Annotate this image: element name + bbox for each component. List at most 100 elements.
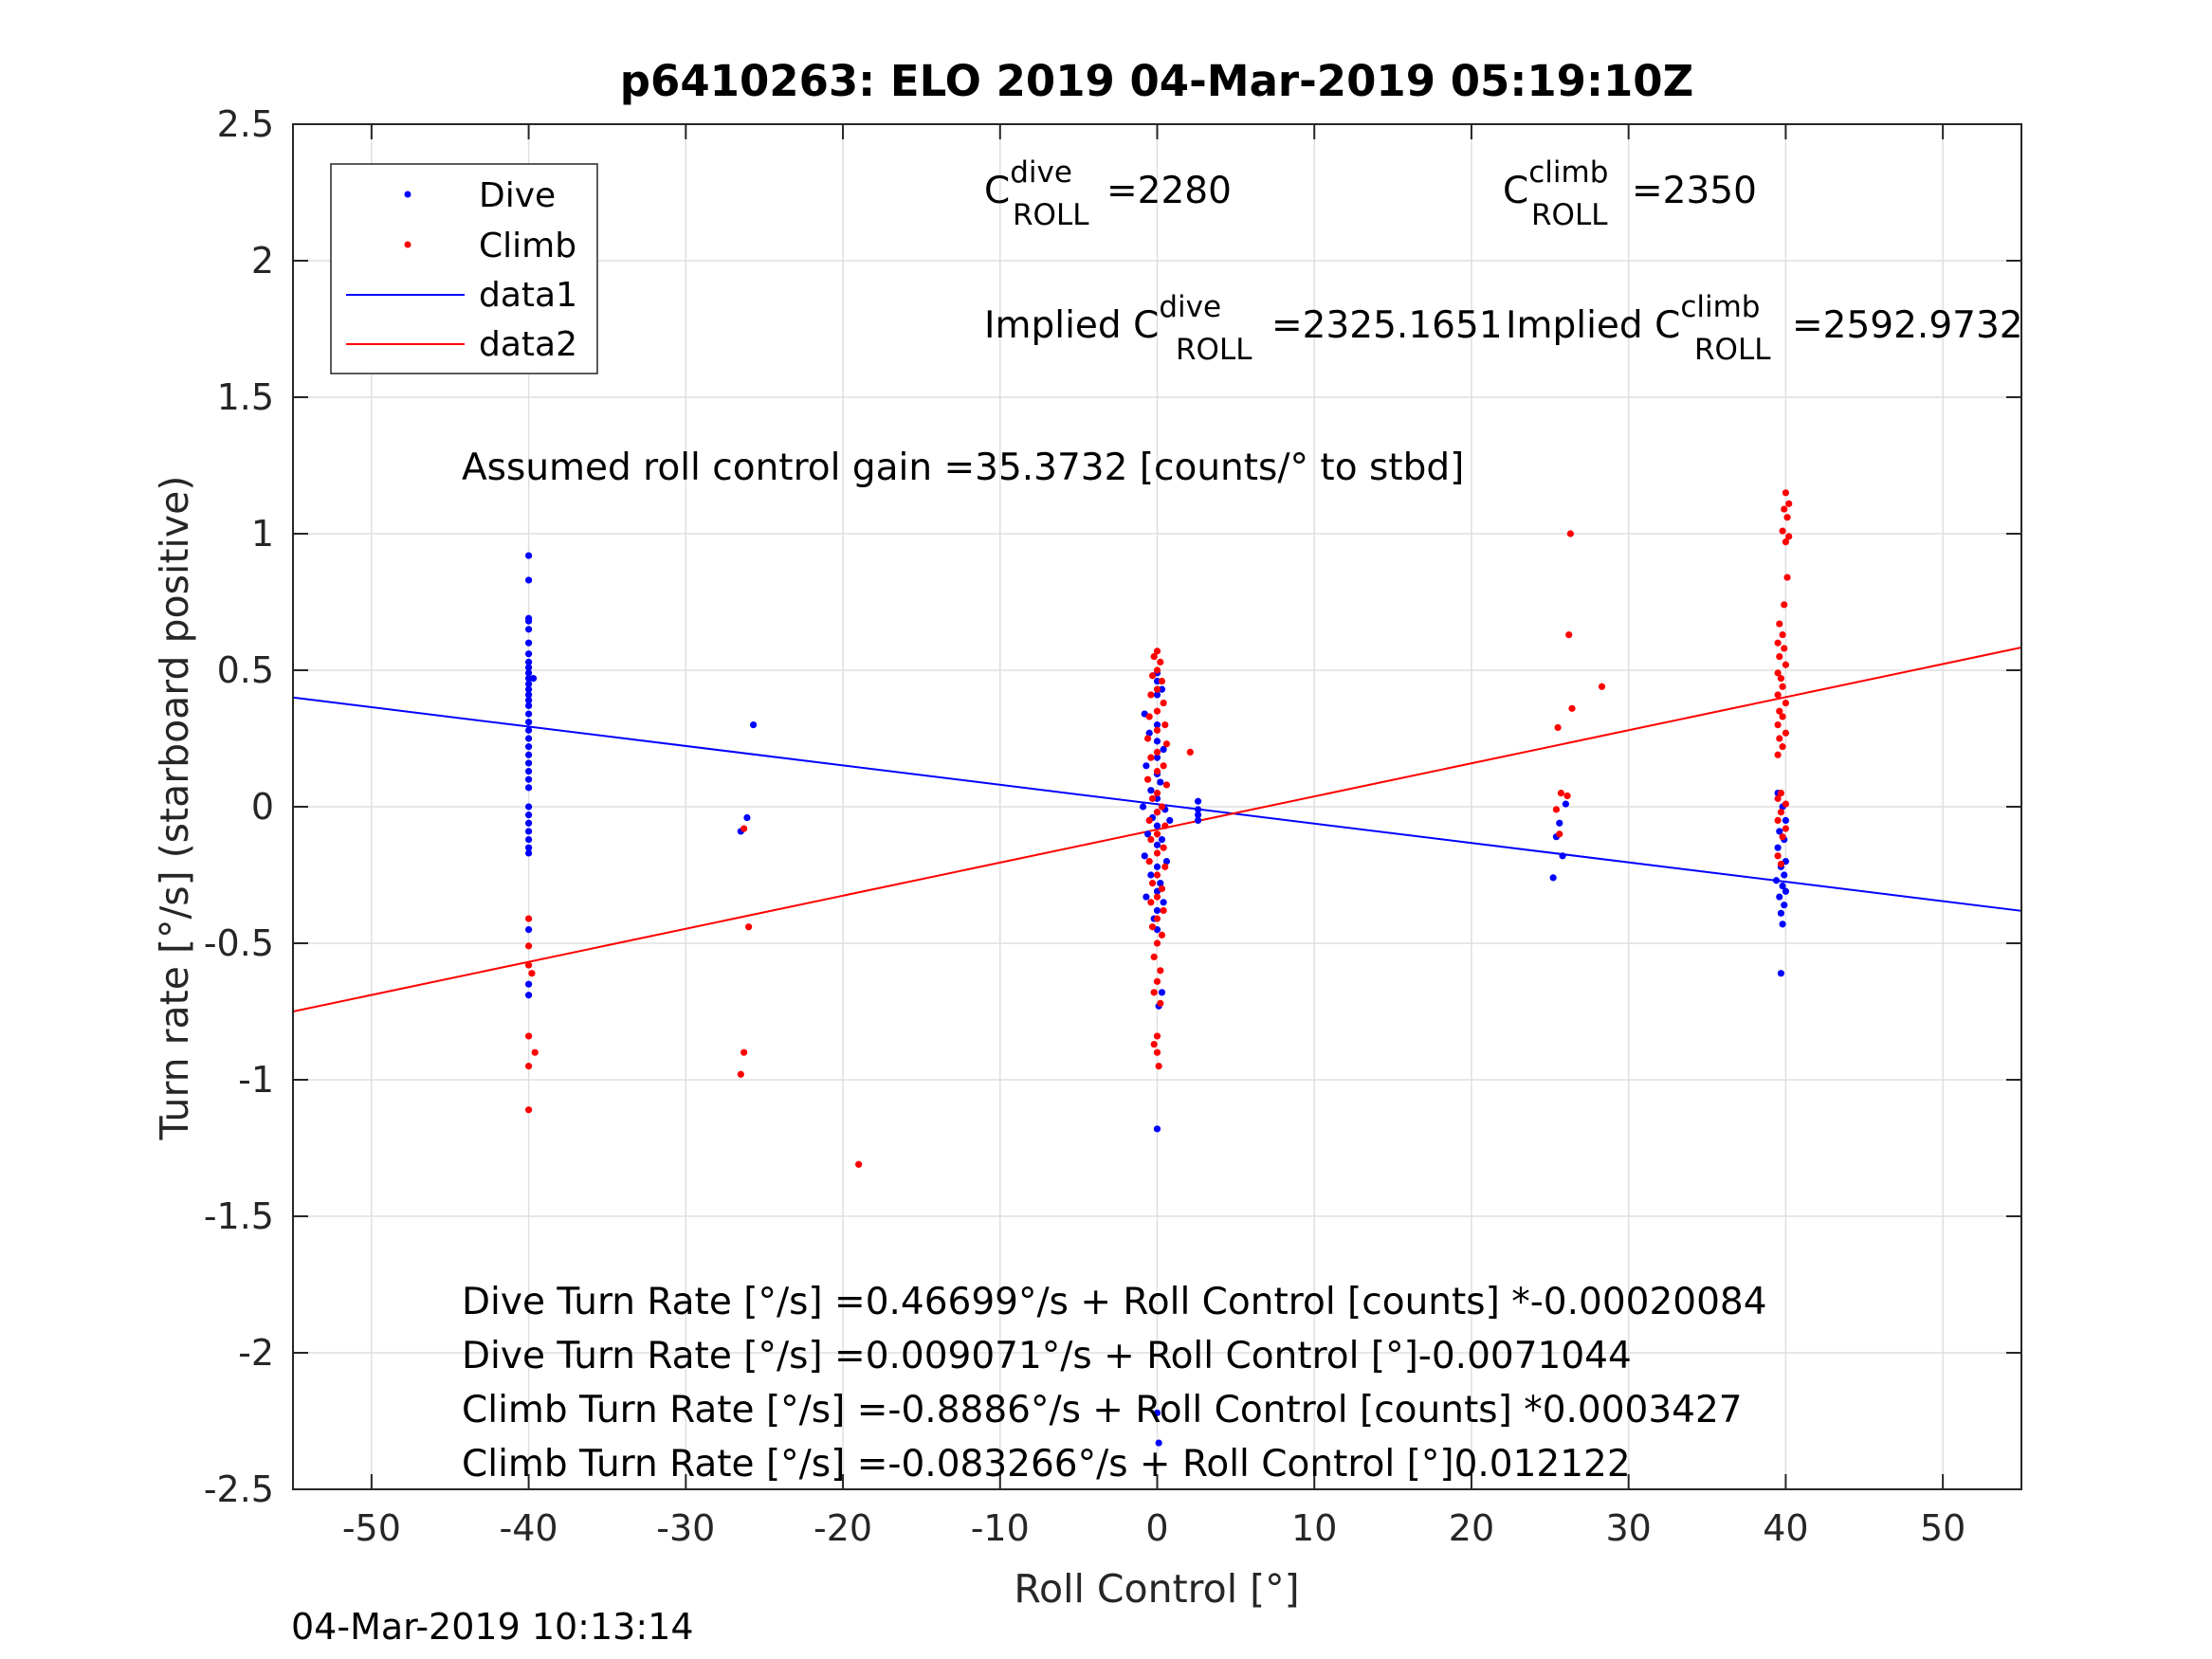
- dive-point: [1160, 899, 1167, 906]
- climb-point: [1153, 871, 1161, 879]
- y-axis-label: Turn rate [°/s] (starboard positive): [152, 476, 197, 1141]
- climb-point: [1782, 538, 1790, 546]
- dive-point: [524, 685, 533, 693]
- dive-point: [524, 680, 533, 688]
- dive-point: [524, 835, 533, 844]
- dive-point: [1562, 800, 1569, 808]
- dive-point: [1781, 902, 1788, 909]
- climb-point: [1781, 645, 1788, 652]
- chart-title: p6410263: ELO 2019 04-Mar-2019 05:19:10Z: [620, 56, 1693, 106]
- climb-point: [745, 923, 753, 931]
- climb-point: [1782, 825, 1790, 832]
- dive-point: [524, 664, 533, 671]
- c-dive-base: C: [984, 170, 1010, 212]
- climb-point: [1782, 800, 1790, 808]
- climb-point: [1153, 1048, 1161, 1056]
- c-dive-sup: dive: [1010, 155, 1072, 190]
- y-tick-label: -2: [238, 1332, 274, 1374]
- implied-dive-value: =2325.1651: [1271, 304, 1503, 347]
- climb-point: [1779, 713, 1786, 720]
- x-tick-label: 10: [1291, 1507, 1337, 1549]
- climb-point: [1147, 691, 1155, 699]
- climb-point: [1777, 860, 1785, 868]
- implied-climb-value: =2592.9732: [1792, 304, 2023, 347]
- x-tick-label: 40: [1763, 1507, 1808, 1549]
- dive-point: [1153, 738, 1161, 745]
- climb-point: [737, 1070, 744, 1078]
- dive-point: [524, 849, 533, 857]
- climb-point: [1782, 699, 1790, 707]
- dive-point: [524, 710, 533, 718]
- dive-point: [1143, 830, 1152, 838]
- x-tick-label: -20: [814, 1507, 872, 1549]
- c-roll-climb-annotation: Cclimb: [1503, 155, 1608, 212]
- climb-point: [1145, 816, 1153, 825]
- climb-point: [1781, 505, 1788, 513]
- c-climb-sup: climb: [1528, 155, 1608, 190]
- dive-point: [1779, 921, 1786, 928]
- climb-point: [1153, 915, 1161, 922]
- y-tick-label: -1.5: [204, 1195, 274, 1237]
- climb-point: [1563, 792, 1571, 800]
- fit-equation-dive-counts: Dive Turn Rate [°/s] =0.46699°/s + Roll …: [462, 1281, 1767, 1323]
- climb-point: [1158, 677, 1166, 685]
- fit-equation-climb-counts: Climb Turn Rate [°/s] =-0.8886°/s + Roll…: [462, 1389, 1743, 1431]
- dive-point: [1143, 893, 1150, 901]
- climb-point: [1153, 893, 1161, 901]
- y-tick-label: 1.5: [217, 376, 274, 418]
- dive-point: [1147, 871, 1155, 879]
- climb-point: [1566, 530, 1574, 538]
- climb-point: [1158, 931, 1166, 939]
- c-climb-sub: ROLL: [1531, 198, 1608, 232]
- climb-point: [1782, 489, 1790, 497]
- dive-point: [1153, 863, 1161, 870]
- y-tick-label: 0: [251, 786, 274, 828]
- legend-climb-label: Climb: [479, 227, 576, 265]
- climb-point: [1783, 574, 1791, 581]
- dive-point: [1141, 852, 1148, 860]
- climb-point: [1162, 740, 1171, 748]
- dive-point: [524, 775, 533, 783]
- climb-point: [1161, 863, 1169, 870]
- y-tick-label: 1: [251, 513, 274, 555]
- climb-point: [740, 1048, 748, 1056]
- climb-point: [740, 825, 748, 832]
- climb-point: [1143, 735, 1152, 742]
- dive-point: [1153, 691, 1161, 699]
- climb-point: [1779, 527, 1786, 535]
- dive-point: [1194, 806, 1202, 813]
- legend: Dive Climb data1 data2: [330, 163, 598, 374]
- dive-point: [524, 669, 533, 677]
- climb-point: [1781, 601, 1788, 609]
- dive-point: [524, 617, 533, 625]
- dive-point: [1153, 1125, 1161, 1133]
- dive-point: [1158, 835, 1166, 844]
- dive-point: [1782, 887, 1790, 895]
- climb-point: [1162, 781, 1171, 789]
- x-axis-label: Roll Control [°]: [1014, 1566, 1299, 1612]
- climb-point: [1153, 767, 1161, 775]
- roll-gain-annotation: Assumed roll control gain =35.3732 [coun…: [462, 447, 1464, 489]
- climb-point: [1153, 977, 1161, 985]
- climb-point: [1150, 1040, 1158, 1048]
- climb-point: [1150, 989, 1158, 996]
- climb-point: [1157, 658, 1164, 665]
- climb-point: [1782, 661, 1790, 668]
- climb-point: [524, 961, 533, 969]
- dive-point: [524, 759, 533, 767]
- fit-equation-dive-degrees: Dive Turn Rate [°/s] =0.009071°/s + Roll…: [462, 1335, 1632, 1377]
- climb-point: [1158, 884, 1166, 893]
- dive-point: [1145, 729, 1153, 737]
- climb-point: [1779, 683, 1786, 690]
- dive-point: [1782, 816, 1790, 825]
- climb-point: [1157, 967, 1164, 975]
- fit-line-data1: [292, 696, 2022, 912]
- dive-point: [743, 813, 751, 822]
- climb-point: [1153, 809, 1161, 816]
- dive-point: [1162, 858, 1171, 866]
- dive-point: [1153, 906, 1161, 915]
- climb-point: [1554, 723, 1562, 732]
- climb-point: [1777, 809, 1785, 816]
- climb-point: [1774, 794, 1782, 802]
